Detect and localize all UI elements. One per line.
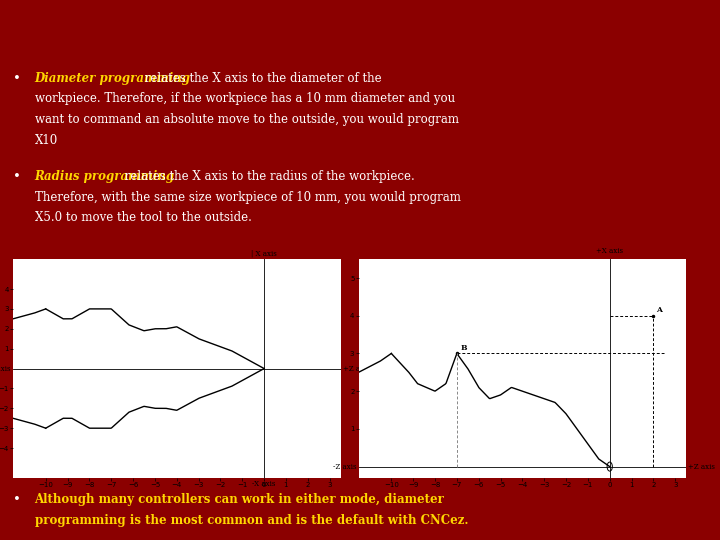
Text: •: • — [13, 72, 21, 85]
Text: relates the X axis to the radius of the workpiece.: relates the X axis to the radius of the … — [121, 170, 415, 183]
Text: +X axis: +X axis — [596, 247, 624, 255]
Text: •: • — [13, 170, 21, 183]
Text: | X axis: | X axis — [251, 249, 277, 257]
Text: want to command an absolute move to the outside, you would program: want to command an absolute move to the … — [35, 113, 459, 126]
Text: +Z axis: +Z axis — [343, 364, 369, 373]
Text: Although many controllers can work in either mode, diameter: Although many controllers can work in ei… — [35, 493, 444, 506]
Text: B: B — [460, 343, 467, 352]
Text: workpiece. Therefore, if the workpiece has a 10 mm diameter and you: workpiece. Therefore, if the workpiece h… — [35, 92, 455, 105]
Text: -Z axis: -Z axis — [0, 364, 11, 373]
Text: -X axis: -X axis — [253, 480, 276, 488]
Text: +Z axis: +Z axis — [688, 463, 715, 470]
Text: X5.0 to move the tool to the outside.: X5.0 to move the tool to the outside. — [35, 212, 251, 225]
Text: Therefore, with the same size workpiece of 10 mm, you would program: Therefore, with the same size workpiece … — [35, 191, 460, 204]
Text: Diameter versus Radius Programming: Diameter versus Radius Programming — [13, 17, 400, 35]
Text: relates the X axis to the diameter of the: relates the X axis to the diameter of th… — [141, 72, 382, 85]
Text: X10: X10 — [35, 133, 58, 146]
Text: -Z axis: -Z axis — [333, 463, 356, 470]
Text: •: • — [13, 493, 21, 506]
Text: programming is the most common and is the default with CNCez.: programming is the most common and is th… — [35, 514, 468, 526]
Text: Diameter programming: Diameter programming — [35, 72, 191, 85]
Text: A: A — [656, 306, 662, 314]
Text: Radius programming: Radius programming — [35, 170, 175, 183]
